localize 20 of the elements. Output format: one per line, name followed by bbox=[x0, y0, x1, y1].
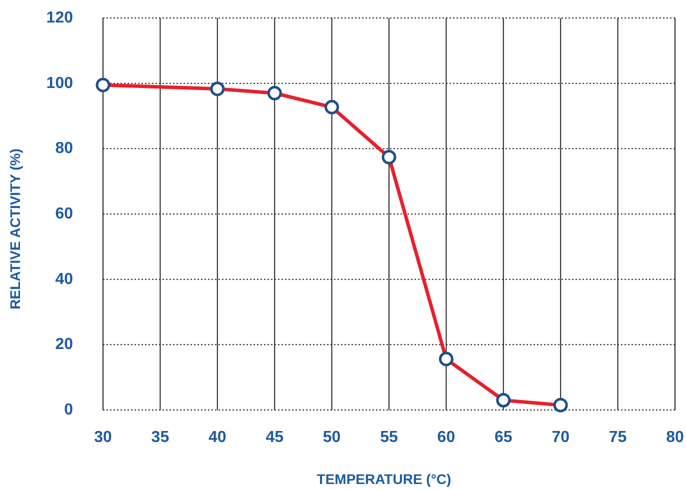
y-tick-label: 40 bbox=[55, 270, 74, 288]
x-tick-label: 60 bbox=[437, 429, 456, 446]
y-tick-label: 60 bbox=[55, 206, 74, 222]
x-tick-label: 55 bbox=[380, 429, 398, 446]
y-tick-label: 20 bbox=[55, 336, 74, 354]
x-tick-label: 80 bbox=[666, 429, 684, 446]
y-axis-title: RELATIVE ACTIVITY (%) bbox=[7, 148, 23, 310]
x-tick-label: 35 bbox=[151, 429, 170, 446]
y-tick-label: 120 bbox=[46, 10, 74, 26]
x-tick-label: 45 bbox=[266, 429, 284, 446]
y-tick-label: 80 bbox=[55, 140, 74, 158]
x-tick-label: 70 bbox=[552, 429, 570, 446]
x-tick-label: 30 bbox=[94, 429, 112, 446]
x-tick-label: 50 bbox=[322, 429, 341, 446]
x-tick-label: 65 bbox=[494, 429, 512, 446]
x-axis-title: TEMPERATURE (°C) bbox=[316, 471, 452, 487]
x-tick-label: 40 bbox=[208, 429, 226, 446]
y-tick-label: 0 bbox=[64, 402, 74, 418]
x-tick-label: 75 bbox=[608, 429, 627, 446]
y-tick-label: 100 bbox=[46, 74, 74, 92]
